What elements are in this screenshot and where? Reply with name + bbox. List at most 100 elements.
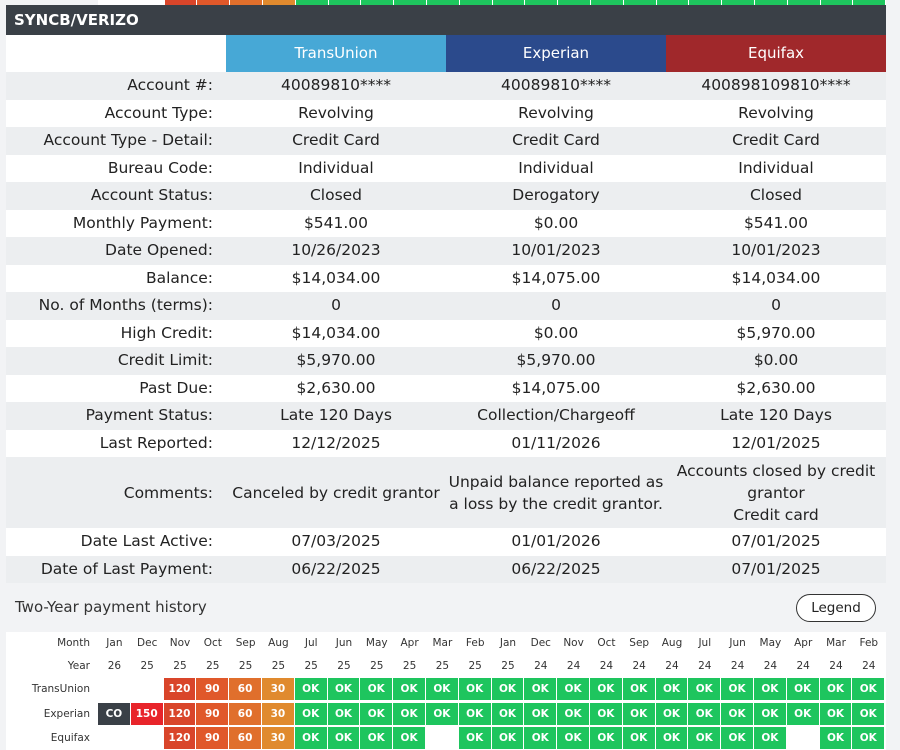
history-year: 25 (173, 660, 187, 672)
history-year: 24 (829, 660, 843, 672)
history-year: 24 (862, 660, 876, 672)
detail-value-experian: $5,970.00 (516, 351, 596, 369)
history-status-cell: 90 (196, 727, 230, 750)
history-status-cell: OK (852, 727, 886, 750)
detail-value-experian: 10/01/2023 (511, 241, 601, 259)
top-strip-cell (820, 0, 854, 6)
history-year: 24 (698, 660, 712, 672)
detail-value-equifax: Credit Card (732, 131, 820, 149)
top-strip-cell (361, 0, 395, 6)
detail-value-equifax: 10/01/2023 (731, 241, 821, 259)
detail-row: Account Type: Revolving Revolving Revolving (6, 99, 886, 127)
top-strip-cell (787, 0, 821, 6)
history-status-cell: OK (360, 727, 394, 750)
history-status-cell: OK (458, 678, 492, 701)
history-status-cell: OK (754, 678, 787, 701)
detail-row: Last Reported: 12/12/2025 01/11/2026 12/01/… (6, 429, 886, 457)
history-month: Sep (235, 637, 256, 649)
account-name-header: SYNCB/VERIZO (6, 5, 886, 35)
history-year: 25 (304, 660, 318, 672)
history-month: Mar (432, 637, 453, 649)
history-year: 24 (730, 660, 745, 672)
history-month: Oct (203, 637, 222, 649)
history-status-cell: OK (655, 703, 689, 726)
top-strip-cell (525, 0, 559, 6)
top-strip-cell (623, 0, 657, 6)
top-strip-cell (492, 0, 526, 6)
detail-row-label: Comments: (123, 483, 213, 502)
detail-value-equifax: $5,970.00 (736, 323, 816, 342)
detail-row: No. of Months (terms): 0 0 0 (6, 292, 886, 320)
history-status-cell: OK (786, 678, 820, 701)
history-status-cell: OK (327, 703, 361, 726)
history-status-cell: OK (819, 703, 853, 726)
detail-row-label: Date of Last Payment: (40, 559, 213, 578)
detail-value-transunion: $2,630.00 (296, 378, 376, 397)
detail-row: Balance: $14,034.00 $14,075.00 $14,034.00 (6, 264, 886, 292)
history-status-cell: OK (754, 727, 787, 750)
legend-button[interactable]: Legend (796, 594, 876, 622)
history-year: 25 (206, 660, 220, 672)
detail-row-label: Account Status: (90, 186, 213, 204)
detail-row: Account Status: Closed Derogatory Closed (6, 182, 886, 210)
history-status-cell: OK (655, 678, 689, 701)
history-month: Jun (729, 637, 746, 649)
history-status-cell: OK (655, 727, 689, 750)
history-month: Dec (137, 637, 158, 649)
history-status-cell: OK (590, 703, 623, 726)
history-status-cell: OK (294, 703, 328, 726)
history-month: Dec (530, 637, 551, 649)
history-status-cell: OK (590, 678, 623, 701)
top-strip-spacer (0, 0, 99, 6)
detail-row: Bureau Code: Individual Individual Individu… (6, 154, 886, 182)
history-status-cell: OK (294, 727, 328, 750)
history-status-cell: OK (786, 703, 820, 726)
history-status-cell: OK (458, 727, 492, 750)
top-strip-cell (394, 0, 427, 6)
history-month: Apr (794, 637, 813, 649)
history-status-cell: 120 (163, 703, 197, 726)
top-strip-cell (853, 0, 887, 6)
history-status-cell: 90 (196, 678, 230, 701)
detail-value-transunion: $14,034.00 (291, 268, 381, 287)
detail-value-equifax: 0 (771, 296, 781, 314)
bureau-header-spacer (6, 35, 226, 72)
history-month: Feb (859, 637, 879, 649)
detail-value-transunion: 12/12/2025 (291, 433, 381, 452)
history-status-cell: 120 (163, 678, 197, 701)
detail-value-equifax: Revolving (738, 103, 814, 122)
detail-value-experian: 40089810**** (501, 76, 611, 94)
history-month: Feb (465, 637, 485, 649)
history-status-cell: OK (721, 703, 754, 726)
history-status-cell: OK (721, 678, 754, 701)
history-status-cell: OK (852, 678, 886, 701)
history-status-cell: OK (754, 703, 787, 726)
history-month: Jan (499, 637, 517, 649)
detail-value-experian: Credit Card (512, 131, 600, 149)
top-strip-cell (426, 0, 460, 6)
history-status-cell: OK (393, 727, 426, 750)
detail-row-label: No. of Months (terms): (38, 296, 213, 314)
top-strip-cell (99, 0, 132, 6)
detail-row-label: Balance: (145, 268, 213, 287)
detail-value-experian: $0.00 (533, 323, 579, 342)
history-month: Apr (400, 637, 419, 649)
detail-value-equifax: 12/01/2025 (731, 433, 821, 452)
detail-row: Date Opened: 10/26/2023 10/01/2023 10/01/20… (6, 237, 886, 265)
history-status-cell: 30 (262, 703, 295, 726)
detail-row: Date of Last Payment: 06/22/2025 06/22/202… (6, 555, 886, 583)
history-month: Aug (661, 637, 683, 649)
detail-value-experian: $14,075.00 (511, 378, 601, 397)
detail-row: Credit Limit: $5,970.00 $5,970.00 $0.00 (6, 347, 886, 375)
detail-value-experian: $14,075.00 (511, 268, 601, 287)
detail-value-transunion: 07/03/2025 (291, 532, 381, 550)
history-status-cell: 90 (196, 703, 230, 726)
history-status-cell: OK (360, 703, 394, 726)
history-status-cell (130, 727, 164, 750)
history-year: 25 (435, 660, 450, 672)
top-strip-cell (656, 0, 690, 6)
detail-value-transunion: $14,034.00 (291, 323, 381, 342)
history-status-cell: OK (426, 703, 459, 726)
history-status-cell (786, 727, 820, 750)
history-status-cell (98, 727, 131, 750)
